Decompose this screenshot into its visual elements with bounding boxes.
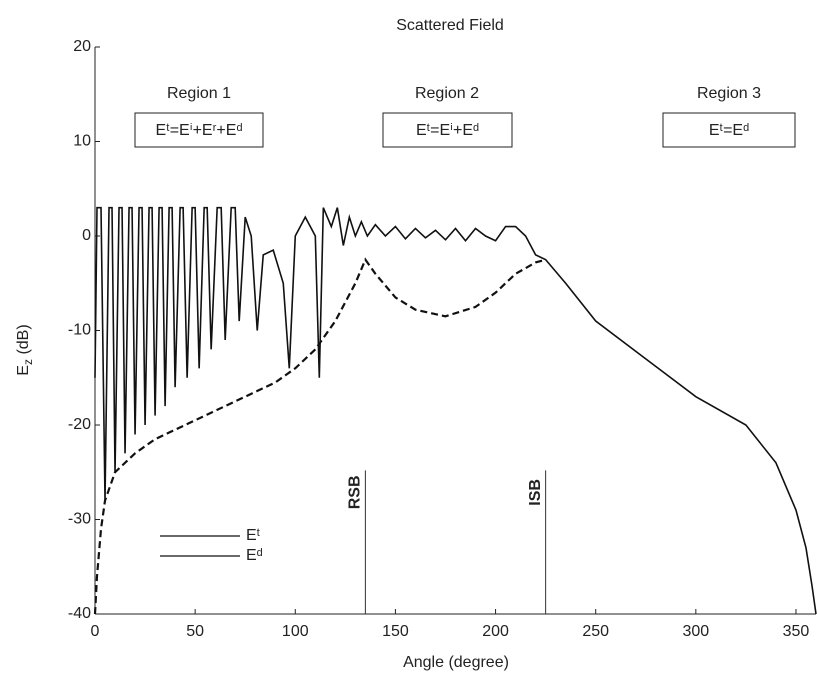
series-line bbox=[94, 206, 817, 615]
boundary-label: RSB bbox=[347, 475, 364, 509]
legend-label: Eᵈ bbox=[246, 547, 263, 564]
x-tick-label: 0 bbox=[91, 623, 100, 640]
region-box bbox=[134, 112, 264, 148]
region-formula: Eᵗ=Eⁱ+Eᵈ bbox=[416, 122, 479, 139]
region-box bbox=[662, 112, 796, 148]
x-tick-label: 200 bbox=[482, 623, 509, 640]
y-tick-label: 20 bbox=[73, 38, 91, 55]
region-formula: Eᵗ=Eⁱ+Eʳ+Eᵈ bbox=[156, 122, 243, 139]
x-tick-label: 50 bbox=[186, 623, 204, 640]
chart-title: Scattered Field bbox=[396, 17, 504, 34]
legend-label: Eᵗ bbox=[246, 527, 261, 544]
x-tick-label: 250 bbox=[582, 623, 609, 640]
y-tick-label: -30 bbox=[68, 511, 91, 528]
region-label: Region 1 bbox=[167, 85, 231, 102]
x-tick-label: 300 bbox=[682, 623, 709, 640]
region-box bbox=[382, 112, 513, 148]
series-line bbox=[93, 257, 546, 615]
x-tick-label: 150 bbox=[382, 623, 409, 640]
region-label: Region 3 bbox=[697, 85, 761, 102]
y-axis-label: Ez (dB) bbox=[15, 324, 35, 375]
region-label: Region 2 bbox=[415, 85, 479, 102]
y-tick-label: -40 bbox=[68, 605, 91, 622]
x-tick-label: 100 bbox=[282, 623, 309, 640]
y-tick-label: 0 bbox=[82, 227, 91, 244]
y-tick-label: -10 bbox=[68, 322, 91, 339]
x-tick-label: 350 bbox=[783, 623, 810, 640]
y-tick-label: 10 bbox=[73, 133, 91, 150]
boundary-label: ISB bbox=[527, 479, 544, 506]
region-formula: Eᵗ=Eᵈ bbox=[709, 122, 749, 139]
x-axis-label: Angle (degree) bbox=[403, 654, 509, 671]
y-tick-label: -20 bbox=[68, 416, 91, 433]
